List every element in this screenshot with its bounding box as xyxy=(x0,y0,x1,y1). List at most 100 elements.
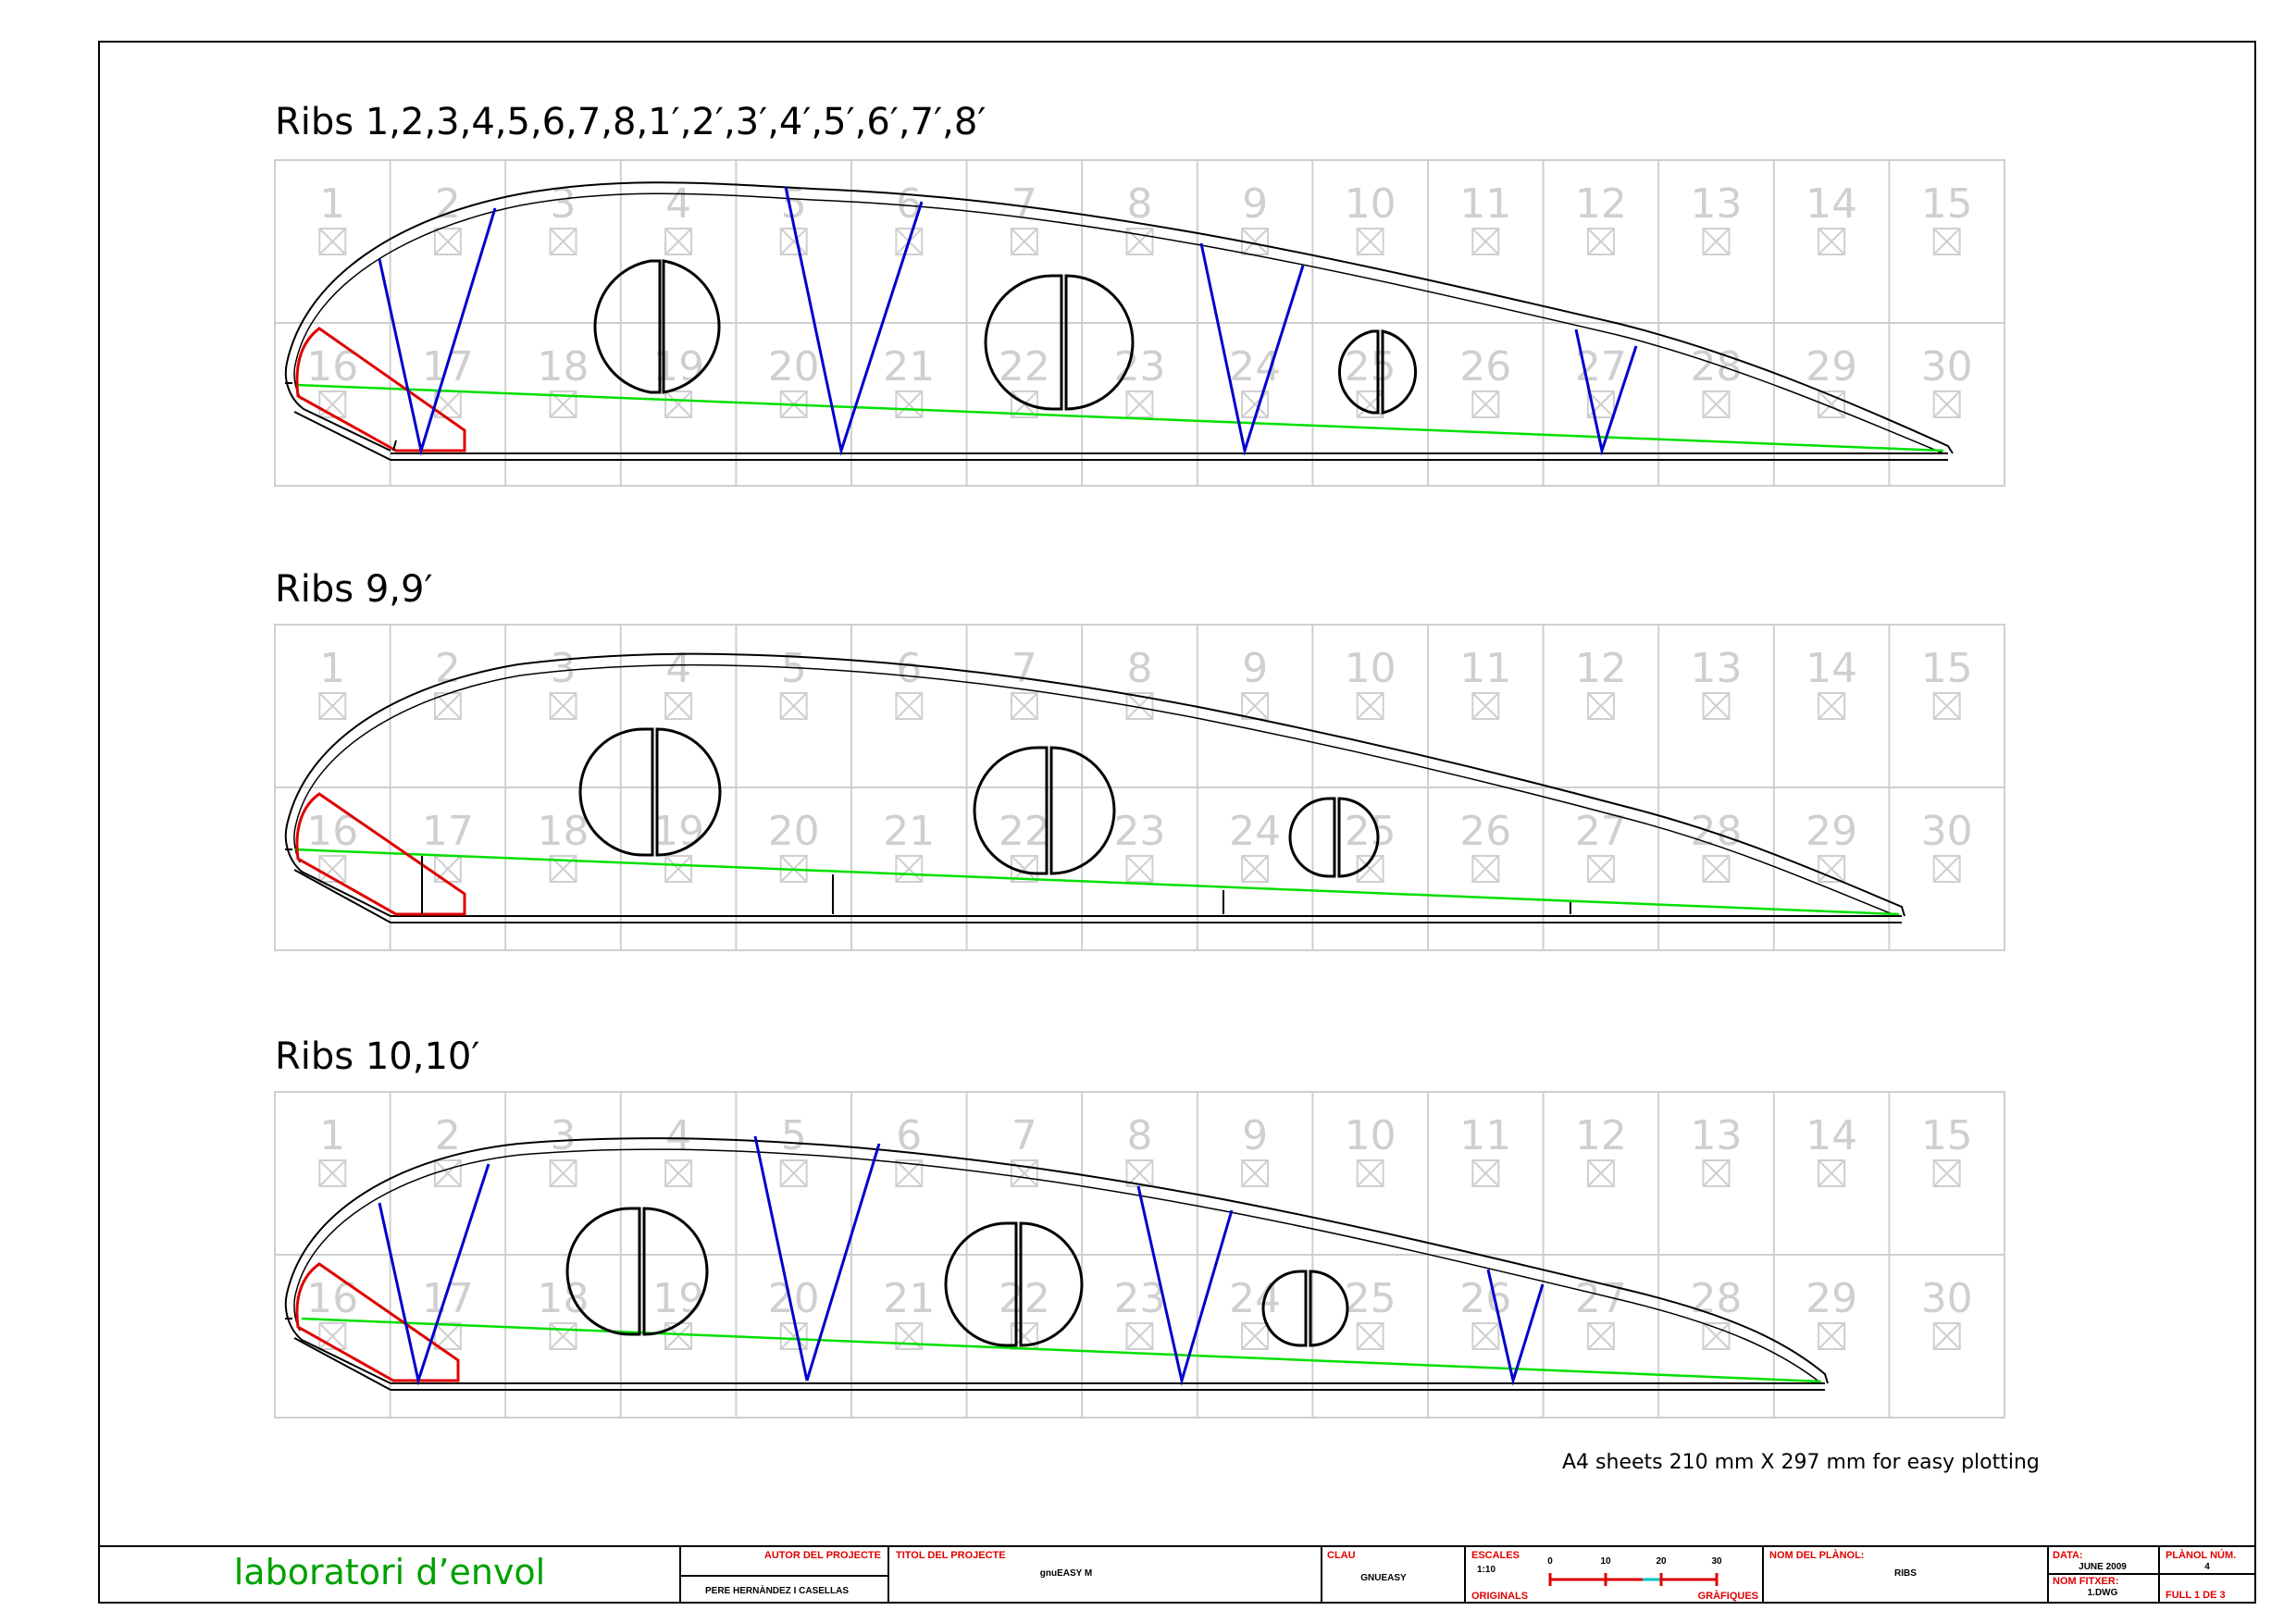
registration-mark xyxy=(664,692,693,720)
registration-mark xyxy=(1586,692,1615,720)
sheet-number: 20 xyxy=(768,343,820,390)
registration-mark xyxy=(549,390,577,418)
sheet-number: 25 xyxy=(1345,343,1396,390)
sheet-number: 21 xyxy=(883,1275,935,1322)
registration-mark xyxy=(1818,390,1846,418)
file-label: NOM FITXER: xyxy=(2053,1576,2119,1587)
sheet-number: 4 xyxy=(665,1112,691,1159)
registration-mark xyxy=(1010,228,1038,255)
sheet-number: 15 xyxy=(1921,180,1973,228)
rib-profile xyxy=(284,652,1905,923)
sheet-number: 17 xyxy=(422,808,474,855)
registration-mark xyxy=(1702,390,1731,418)
author-label: AUTOR DEL PROJECTE xyxy=(764,1550,881,1561)
registration-mark xyxy=(1010,1159,1038,1187)
sheet-number: 10 xyxy=(1345,1112,1396,1159)
sheet-number: 26 xyxy=(1459,1275,1511,1322)
registration-mark xyxy=(1471,855,1500,883)
registration-mark xyxy=(895,390,924,418)
plotting-note: A4 sheets 210 mm X 297 mm for easy plott… xyxy=(1562,1451,2040,1474)
registration-mark xyxy=(1356,1159,1384,1187)
registration-mark xyxy=(895,855,924,883)
sheet-number: 24 xyxy=(1229,808,1281,855)
registration-mark xyxy=(1932,1159,1961,1187)
sheet-number: 19 xyxy=(652,1275,704,1322)
registration-mark xyxy=(549,692,577,720)
registration-mark xyxy=(549,1322,577,1350)
sheet-number: 29 xyxy=(1806,343,1857,390)
sheet-number: 15 xyxy=(1921,1112,1973,1159)
scale-tick-label: 20 xyxy=(1656,1556,1667,1567)
registration-mark xyxy=(1702,1322,1731,1350)
brand-name: laboratori d’envol xyxy=(234,1552,546,1592)
registration-mark xyxy=(1818,228,1846,255)
registration-mark xyxy=(779,692,808,720)
sheet-number: 12 xyxy=(1575,1112,1627,1159)
sheet-number: 23 xyxy=(1114,343,1166,390)
sheet-number: 4 xyxy=(665,645,691,692)
registration-mark xyxy=(1586,855,1615,883)
registration-mark xyxy=(1010,692,1038,720)
sheet-number: 30 xyxy=(1921,343,1973,390)
sheet-number: 4 xyxy=(665,180,691,228)
sheet-number: 27 xyxy=(1575,808,1627,855)
sheet-of-label: FULL 1 DE 3 xyxy=(2166,1590,2226,1601)
rib-outer-skin xyxy=(284,1137,1829,1384)
lightening-hole xyxy=(1261,1270,1349,1347)
registration-mark xyxy=(664,228,693,255)
sheet-number: 23 xyxy=(1114,1275,1166,1322)
registration-mark xyxy=(1125,390,1154,418)
spar-diagonal xyxy=(1486,1269,1545,1386)
sheet-number: 24 xyxy=(1229,343,1281,390)
rib-inner-skin xyxy=(293,663,1898,917)
key-label: CLAU xyxy=(1327,1550,1356,1561)
sheet-number: 18 xyxy=(538,343,590,390)
registration-mark xyxy=(318,692,347,720)
sheet-number: 28 xyxy=(1691,343,1743,390)
spar-diagonal xyxy=(1199,242,1305,456)
sheet-number: 26 xyxy=(1459,343,1511,390)
sheet-number: 9 xyxy=(1242,645,1268,692)
sheet-number: 1 xyxy=(319,1112,345,1159)
registration-mark xyxy=(1241,1322,1270,1350)
registration-mark xyxy=(1241,855,1270,883)
rib-inner-skin xyxy=(293,192,1944,454)
reference-line xyxy=(301,1317,1822,1383)
sheet-number: 27 xyxy=(1575,1275,1627,1322)
rib-nose-lower xyxy=(293,1337,391,1391)
rib-nose-lower xyxy=(293,869,391,923)
registration-mark xyxy=(1932,1322,1961,1350)
sheet-number: 29 xyxy=(1806,1275,1857,1322)
spar-diagonal xyxy=(1574,328,1638,456)
sheet-number: 22 xyxy=(999,343,1050,390)
registration-mark xyxy=(1586,390,1615,418)
registration-mark xyxy=(1241,1159,1270,1187)
registration-mark xyxy=(1471,1322,1500,1350)
rib-profile xyxy=(284,181,1954,461)
sheet-number: 8 xyxy=(1127,180,1153,228)
sheet-number: 6 xyxy=(896,180,922,228)
sheet-number: 2 xyxy=(435,1112,461,1159)
graphic-scale-bar: 0 10 20 30 xyxy=(1547,1556,1722,1586)
file-value: 1.DWG xyxy=(2088,1588,2118,1598)
scale-tick-label: 10 xyxy=(1600,1556,1611,1567)
sheet-number: 1 xyxy=(319,645,345,692)
registration-mark xyxy=(1932,390,1961,418)
date-label: DATA: xyxy=(2053,1550,2083,1561)
registration-mark xyxy=(1702,692,1731,720)
reference-line xyxy=(295,383,1944,452)
sheet-number: 25 xyxy=(1345,1275,1396,1322)
rib-outer-skin xyxy=(284,652,1905,917)
scale-tick-label: 30 xyxy=(1711,1556,1722,1567)
registration-mark xyxy=(1010,390,1038,418)
registration-mark xyxy=(1586,1159,1615,1187)
key-value: GNUEASY xyxy=(1360,1573,1407,1583)
sheet-number: 13 xyxy=(1691,645,1743,692)
registration-mark xyxy=(1818,855,1846,883)
title-block: laboratori d’envol AUTOR DEL PROJECTE PE… xyxy=(98,1545,2256,1604)
registration-mark xyxy=(1818,692,1846,720)
registration-mark xyxy=(433,228,462,255)
